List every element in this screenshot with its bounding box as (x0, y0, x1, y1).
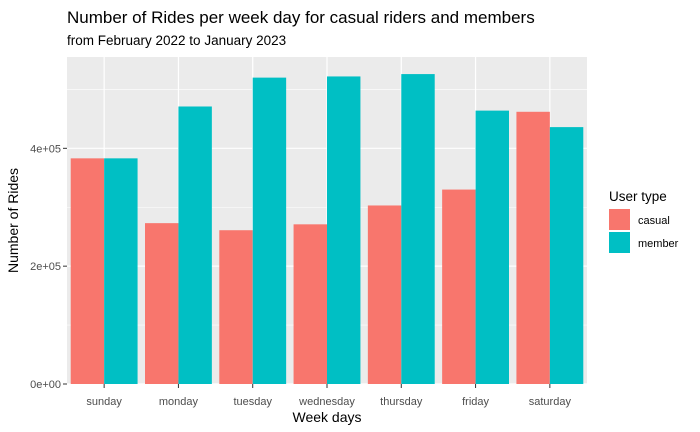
x-tick-label: monday (159, 396, 199, 408)
x-tick-label: friday (462, 396, 489, 408)
bar-casual-friday (442, 189, 476, 384)
bar-member-wednesday (327, 76, 361, 385)
y-axis-label: Number of Rides (5, 168, 21, 273)
bar-member-saturday (549, 127, 584, 384)
bar-member-sunday (104, 158, 138, 384)
chart-subtitle: from February 2022 to January 2023 (67, 33, 286, 48)
legend-title: User type (609, 189, 667, 204)
x-tick-label: tuesday (233, 396, 272, 408)
y-axis-ticks: 0e+00 2e+05 4e+05 (30, 143, 67, 391)
legend-label-casual: casual (638, 215, 670, 227)
bar-casual-wednesday (293, 224, 327, 384)
x-tick-label: wednesday (298, 396, 355, 408)
bar-casual-saturday (516, 111, 550, 385)
bar-casual-thursday (367, 205, 402, 384)
bar-casual-monday (145, 223, 179, 384)
legend-items: casual member (609, 209, 679, 253)
bar-member-monday (178, 106, 212, 385)
bars (70, 74, 584, 385)
bar-casual-tuesday (219, 230, 253, 384)
y-tick-label: 2e+05 (30, 261, 61, 273)
legend-swatch-casual (609, 209, 630, 230)
x-axis-ticks: sunday monday tuesday wednesday thursday frid… (86, 384, 571, 408)
x-tick-label: saturday (529, 396, 572, 408)
x-axis-label: Week days (293, 409, 362, 425)
legend-swatch-member (609, 232, 630, 253)
y-tick-label: 4e+05 (30, 143, 61, 155)
x-tick-label: thursday (380, 396, 423, 408)
bar-member-friday (475, 110, 509, 385)
bar-member-thursday (401, 74, 435, 384)
chart-title: Number of Rides per week day for casual … (67, 8, 535, 27)
y-tick-label: 0e+00 (30, 379, 61, 391)
x-tick-label: sunday (86, 396, 122, 408)
legend-label-member: member (638, 238, 679, 250)
bar-casual-sunday (70, 158, 105, 384)
bar-member-tuesday (252, 77, 287, 385)
legend: User type casual member (609, 189, 679, 253)
